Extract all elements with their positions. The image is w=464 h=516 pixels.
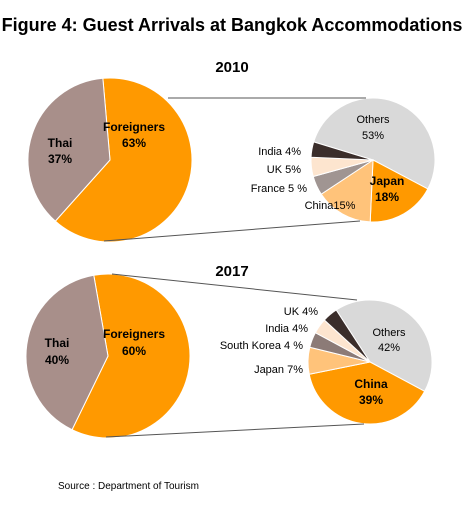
value-2010-thai: 37% [48, 152, 72, 166]
label-2017-uk: UK 4% [284, 306, 318, 318]
label-2010-japan: Japan [370, 174, 405, 188]
value-2017-thai: 40% [45, 353, 69, 367]
pie-2017-main [25, 273, 191, 439]
value-2017-foreigners: 60% [122, 344, 146, 358]
label-2010-foreigners: Foreigners [103, 120, 165, 134]
label-2017-japan: Japan 7% [254, 364, 303, 376]
label-2017-china: China [354, 377, 388, 391]
label-2017-south-korea: South Korea 4 % [220, 340, 303, 352]
pie-2010-breakdown [310, 97, 436, 223]
breakdown-2017-slice-uk [323, 309, 371, 363]
chart-2010-title: 2010 [215, 59, 248, 76]
value-2010-japan: 18% [375, 190, 399, 204]
label-2010-india: India 4% [258, 146, 301, 158]
label-2010-china: China15% [305, 200, 356, 212]
connector-line-2010-bottom [103, 220, 361, 242]
label-2010-uk: UK 5% [267, 164, 301, 176]
pie-2010-slice-thai [27, 77, 111, 222]
breakdown-2017-slice-others [335, 299, 433, 392]
breakdown-2010-slice-others [313, 97, 436, 190]
pie-2010-slice-foreigners [54, 77, 193, 243]
connector-line-2017-bottom [105, 423, 365, 438]
label-2017-thai: Thai [45, 336, 70, 350]
breakdown-2017-slice-china [308, 361, 426, 425]
value-2010-foreigners: 63% [122, 136, 146, 150]
label-2017-others: Others [372, 327, 406, 339]
value-2017-others: 42% [378, 342, 400, 354]
connector-line-2017-top [111, 273, 358, 301]
label-2010-france: France 5 % [251, 183, 307, 195]
breakdown-2010-slice-japan [369, 159, 429, 223]
pie-2017-breakdown [307, 299, 433, 425]
label-2010-thai: Thai [48, 136, 73, 150]
source-note: Source : Department of Tourism [58, 481, 199, 492]
breakdown-2010-slice-india [310, 141, 374, 161]
label-2010-others: Others [356, 114, 390, 126]
value-2010-others: 53% [362, 130, 384, 142]
pie-2010-main [27, 77, 193, 243]
pie-2017-slice-thai [25, 274, 109, 431]
label-2017-foreigners: Foreigners [103, 327, 165, 341]
value-2017-china: 39% [359, 393, 383, 407]
pie-2017-slice-foreigners [71, 273, 191, 439]
breakdown-2010-slice-china [320, 159, 374, 223]
label-2017-india: India 4% [265, 323, 308, 335]
chart-2017-title: 2017 [215, 263, 248, 280]
figure-title: Figure 4: Guest Arrivals at Bangkok Acco… [2, 15, 463, 35]
